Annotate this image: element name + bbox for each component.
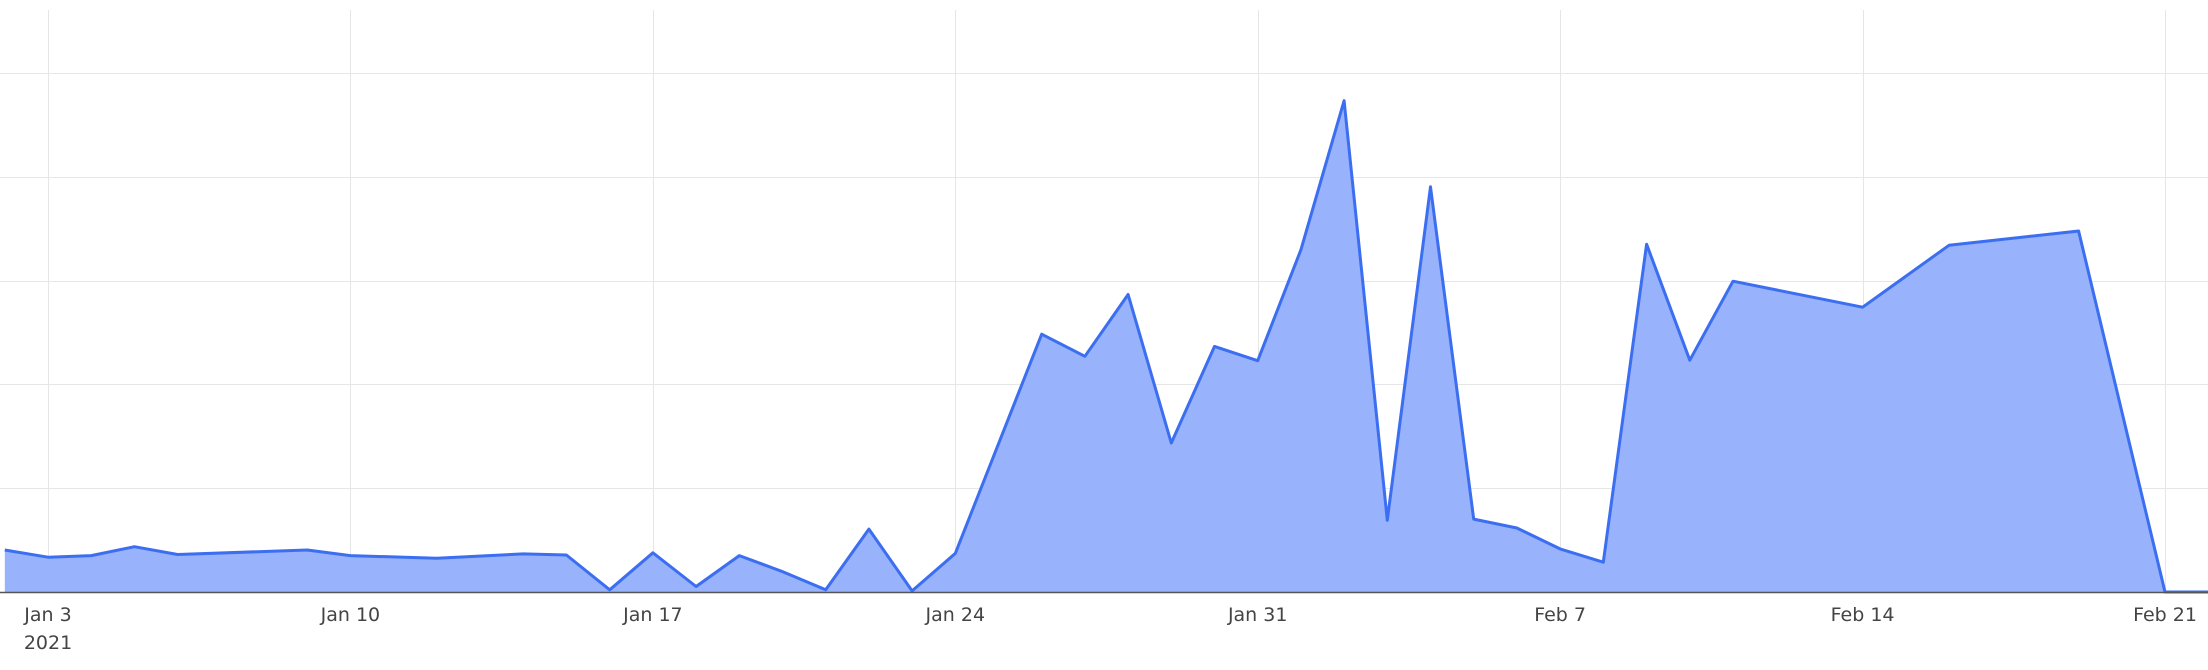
x-tick-label: Jan 31: [1227, 604, 1288, 626]
x-tick-label: Feb 7: [1534, 604, 1586, 626]
x-tick-label: Feb 21: [2133, 604, 2197, 626]
x-tick-label: Jan 17: [622, 604, 683, 626]
x-tick-label: Feb 14: [1831, 604, 1895, 626]
series-area: [5, 101, 2208, 592]
x-tick-label: Jan 3: [23, 604, 71, 626]
x-axis: Jan 3 Jan 10 Jan 17 Jan 24 Jan 31 Feb 7 Feb 14…: [0, 593, 2208, 655]
x-tick-label: Jan 10: [320, 604, 381, 626]
x-tick-label: Jan 24: [925, 604, 986, 626]
x-year-label: 2021: [24, 632, 72, 654]
series-layer: [5, 101, 2208, 593]
